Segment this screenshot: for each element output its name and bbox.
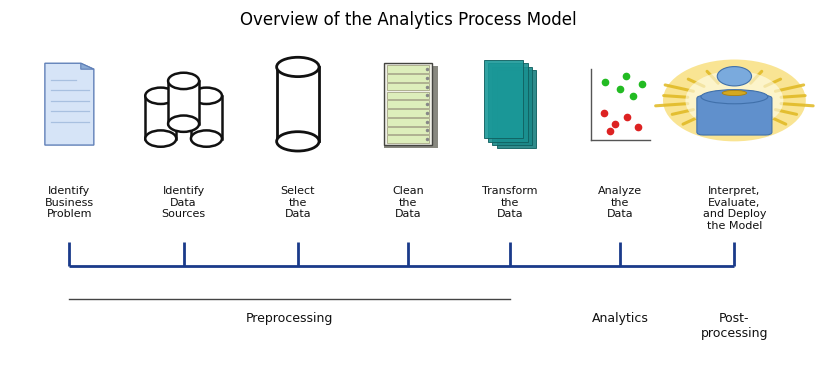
Text: Preprocessing: Preprocessing: [246, 312, 334, 326]
Ellipse shape: [722, 90, 747, 96]
Polygon shape: [81, 63, 94, 69]
Text: Analytics: Analytics: [592, 312, 649, 326]
Ellipse shape: [663, 60, 806, 141]
Ellipse shape: [277, 132, 319, 151]
Ellipse shape: [191, 131, 222, 147]
FancyBboxPatch shape: [432, 66, 438, 148]
FancyBboxPatch shape: [496, 70, 535, 148]
Text: Post-
processing: Post- processing: [701, 312, 768, 340]
Text: Identify
Data
Sources: Identify Data Sources: [162, 186, 206, 219]
FancyBboxPatch shape: [387, 126, 429, 134]
FancyBboxPatch shape: [387, 100, 429, 108]
FancyBboxPatch shape: [168, 81, 199, 124]
Ellipse shape: [701, 90, 768, 104]
FancyBboxPatch shape: [387, 109, 429, 117]
FancyBboxPatch shape: [277, 67, 319, 141]
FancyBboxPatch shape: [387, 83, 429, 90]
FancyBboxPatch shape: [387, 74, 429, 82]
Ellipse shape: [168, 73, 199, 89]
Ellipse shape: [717, 67, 752, 86]
FancyBboxPatch shape: [488, 64, 528, 142]
FancyBboxPatch shape: [697, 96, 772, 135]
FancyBboxPatch shape: [384, 63, 432, 145]
Ellipse shape: [277, 57, 319, 77]
Ellipse shape: [145, 131, 176, 147]
Ellipse shape: [191, 87, 222, 104]
Ellipse shape: [685, 71, 783, 130]
FancyBboxPatch shape: [145, 96, 176, 139]
Text: Analyze
the
Data: Analyze the Data: [598, 186, 642, 219]
FancyBboxPatch shape: [485, 60, 524, 138]
FancyBboxPatch shape: [384, 145, 438, 148]
Text: Clean
the
Data: Clean the Data: [392, 186, 424, 219]
Text: Overview of the Analytics Process Model: Overview of the Analytics Process Model: [240, 11, 576, 29]
FancyBboxPatch shape: [492, 67, 532, 145]
Text: Select
the
Data: Select the Data: [281, 186, 315, 219]
Ellipse shape: [168, 115, 199, 132]
Ellipse shape: [145, 87, 176, 104]
Text: Interpret,
Evaluate,
and Deploy
the Model: Interpret, Evaluate, and Deploy the Mode…: [703, 186, 766, 231]
Polygon shape: [45, 63, 94, 145]
FancyBboxPatch shape: [387, 118, 429, 125]
Text: Transform
the
Data: Transform the Data: [482, 186, 538, 219]
FancyBboxPatch shape: [191, 96, 222, 139]
Text: Identify
Business
Problem: Identify Business Problem: [45, 186, 94, 219]
FancyBboxPatch shape: [387, 135, 429, 143]
FancyBboxPatch shape: [387, 92, 429, 99]
FancyBboxPatch shape: [387, 65, 429, 73]
